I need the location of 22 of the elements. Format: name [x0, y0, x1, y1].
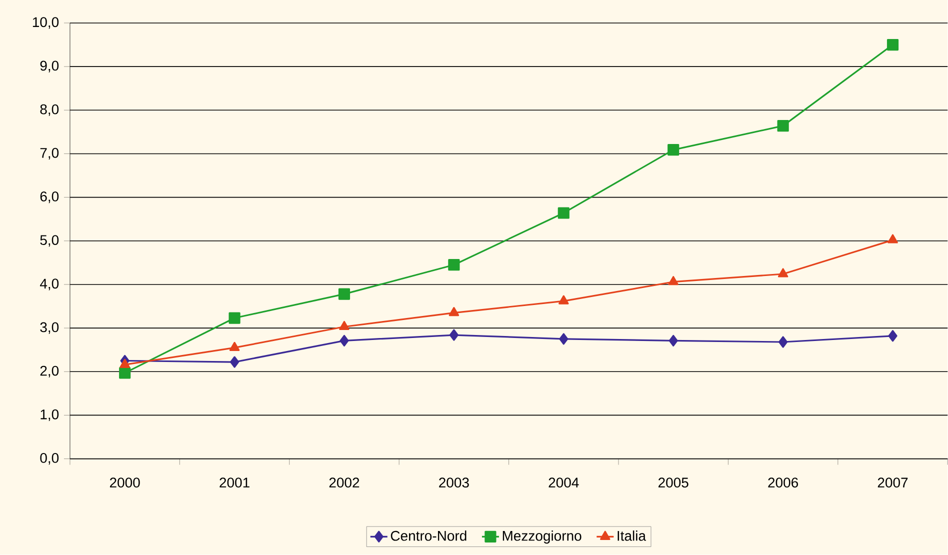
legend-label: Mezzogiorno: [502, 530, 582, 544]
x-tick-label: 2005: [658, 478, 688, 488]
x-tick-label: 2003: [439, 478, 469, 488]
x-tick-label: 2001: [220, 478, 250, 488]
y-tick-label: 9,0: [40, 60, 59, 72]
x-tick-label: 2004: [548, 478, 579, 488]
legend-label: Centro-Nord: [390, 530, 466, 541]
y-tick-label: 0,0: [40, 453, 59, 465]
x-tick-label: 2006: [768, 478, 798, 488]
y-tick-label: 10,0: [32, 17, 59, 29]
y-tick-label: 6,0: [40, 192, 59, 204]
x-tick-label: 2002: [329, 478, 360, 488]
y-tick-label: 5,0: [40, 235, 59, 247]
y-tick-label: 7,0: [40, 148, 59, 160]
y-tick-label: 4,0: [40, 278, 59, 290]
y-tick-label: 2,0: [40, 366, 59, 378]
y-tick-label: 3,0: [40, 322, 59, 334]
y-tick-label: 8,0: [40, 104, 59, 116]
x-tick-label: 2007: [878, 478, 908, 488]
x-tick-label: 2000: [110, 478, 140, 488]
legend-label: Italia: [618, 530, 646, 541]
y-tick-label: 1,0: [40, 410, 59, 422]
